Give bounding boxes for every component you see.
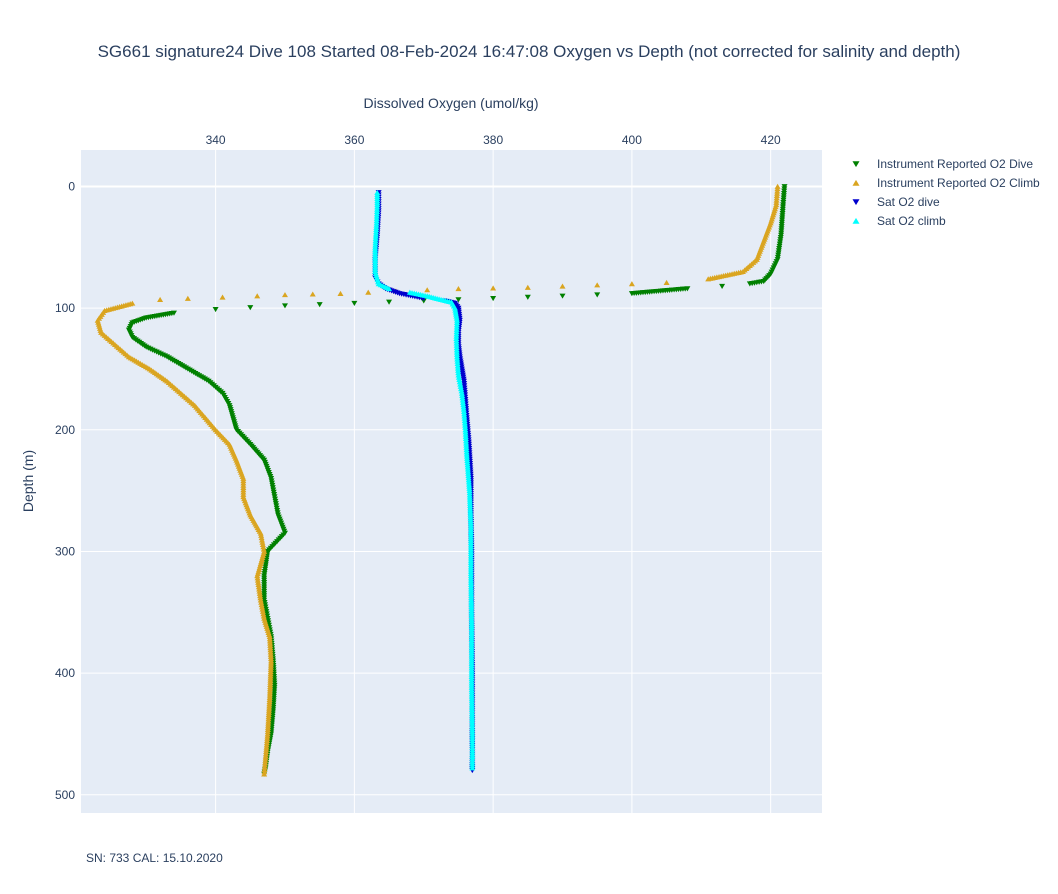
data-point [746, 281, 753, 287]
data-point [309, 291, 316, 297]
data-marks [94, 183, 788, 777]
y-tick-label: 100 [55, 301, 75, 315]
legend-marker [852, 217, 860, 224]
grid-lines [81, 150, 822, 813]
data-point [129, 300, 136, 306]
data-point [184, 295, 191, 301]
calibration-footnote: SN: 733 CAL: 15.10.2020 [86, 851, 223, 865]
x-tick-label: 420 [761, 133, 781, 147]
x-tick-label: 340 [206, 133, 226, 147]
y-axis-title: Depth (m) [20, 450, 36, 512]
data-point [212, 306, 219, 313]
data-point [406, 289, 413, 295]
legend: Instrument Reported O2 Dive Instrument Re… [852, 157, 1040, 228]
x-tick-label: 380 [483, 133, 503, 147]
series-0 [125, 184, 788, 777]
data-point [774, 183, 781, 189]
data-point [281, 303, 288, 309]
legend-marker [852, 199, 860, 206]
data-point [559, 283, 566, 289]
data-point [337, 290, 344, 296]
data-point [424, 287, 431, 293]
legend-label: Sat O2 climb [877, 214, 946, 228]
axis-ticks: 340 360 380 400 420 0 100 200 300 400 500 [55, 133, 781, 802]
x-tick-label: 400 [622, 133, 642, 147]
data-point [455, 285, 462, 292]
data-point [455, 297, 462, 303]
legend-marker [852, 179, 860, 186]
data-point [628, 281, 635, 287]
data-point [490, 285, 497, 291]
data-point [157, 296, 164, 303]
data-point [490, 296, 497, 302]
data-point [254, 293, 261, 299]
chart-title: SG661 signature24 Dive 108 Started 08-Fe… [98, 42, 961, 61]
data-point [247, 305, 254, 311]
data-point [663, 279, 670, 285]
data-point [628, 291, 635, 297]
y-tick-label: 500 [55, 788, 75, 802]
data-point [374, 189, 381, 195]
plot-area [81, 150, 822, 813]
legend-marker [852, 161, 860, 168]
y-tick-label: 0 [68, 179, 75, 193]
data-point [316, 302, 323, 308]
y-tick-label: 200 [55, 423, 75, 437]
data-point [281, 292, 288, 298]
legend-label: Instrument Reported O2 Climb [877, 176, 1040, 190]
data-point [365, 289, 372, 295]
legend-label: Sat O2 dive [877, 195, 940, 209]
series-3 [372, 189, 476, 771]
legend-label: Instrument Reported O2 Dive [877, 157, 1033, 171]
data-point [524, 294, 531, 300]
x-tick-label: 360 [344, 133, 364, 147]
data-point [594, 292, 601, 298]
data-point [719, 283, 726, 289]
data-point [524, 284, 531, 290]
y-tick-label: 300 [55, 544, 75, 558]
data-point [351, 300, 358, 306]
y-tick-label: 400 [55, 666, 75, 680]
data-point [386, 299, 393, 305]
data-point [219, 294, 226, 300]
data-point [594, 282, 601, 288]
x-axis-title: Dissolved Oxygen (umol/kg) [363, 95, 538, 111]
data-point [559, 293, 566, 299]
series-1 [94, 183, 781, 777]
